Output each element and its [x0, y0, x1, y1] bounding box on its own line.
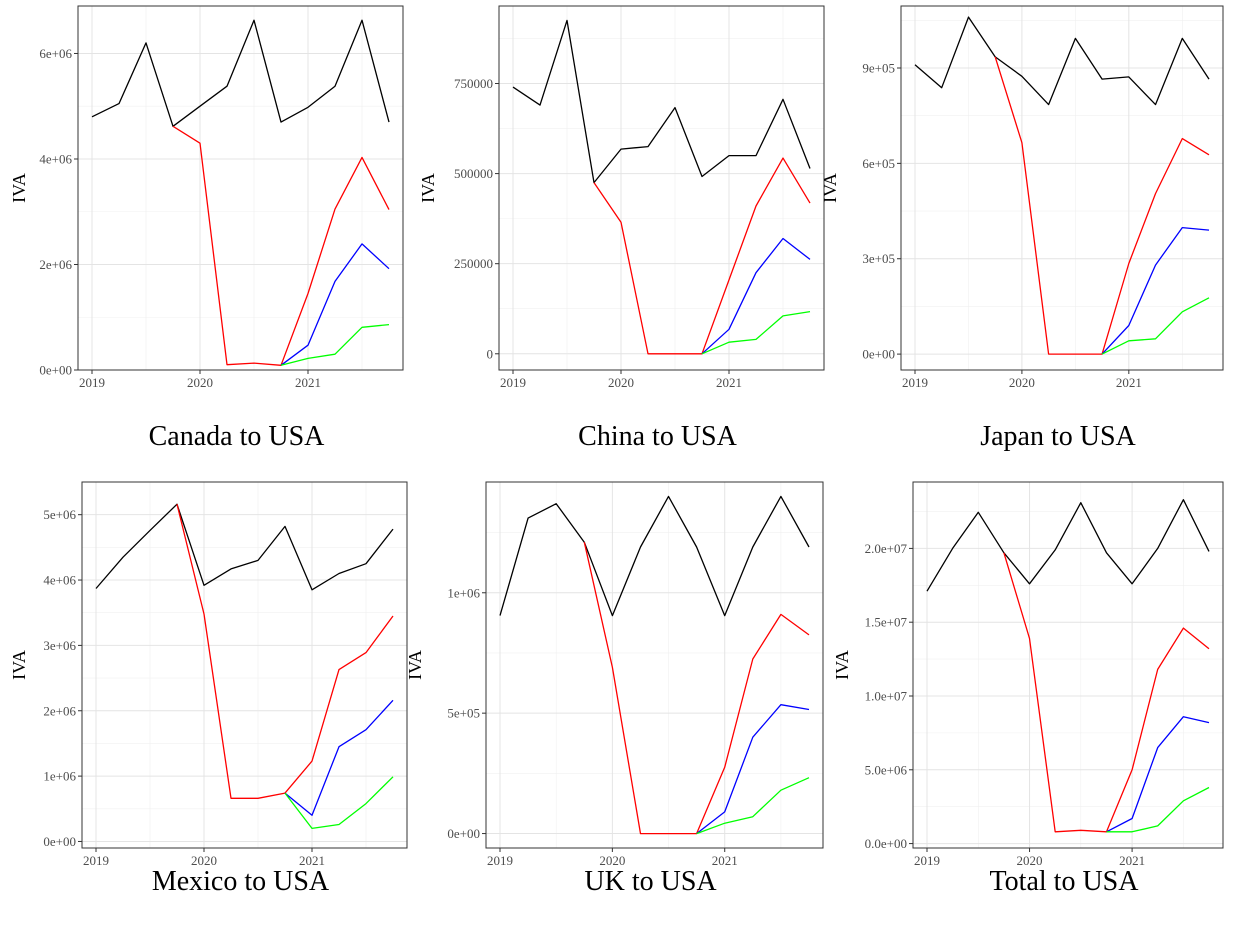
series-line	[701, 237, 811, 355]
plot-background	[913, 482, 1223, 848]
y-axis-title: IVA	[832, 650, 852, 680]
plot-background	[499, 6, 824, 370]
x-tick-label: 2020	[1009, 375, 1035, 390]
x-tick-label: 2019	[902, 375, 928, 390]
series-line	[696, 704, 810, 835]
y-tick-label: 1.5e+07	[865, 615, 908, 630]
series-line	[1101, 226, 1210, 355]
series-line	[926, 499, 1210, 592]
y-tick-label: 9e+05	[862, 60, 895, 75]
x-tick-label: 2020	[1017, 853, 1043, 868]
y-tick-label: 4e+06	[43, 573, 76, 588]
series-line	[95, 503, 394, 591]
x-tick-label: 2019	[914, 853, 940, 868]
x-tick-label: 2021	[1119, 853, 1145, 868]
y-tick-label: 500000	[454, 166, 493, 181]
y-tick-label: 6e+06	[39, 46, 72, 61]
chart-panel: 2019 2020 2021 0e+00 1e+06 2e+06 3e+06 4e+06 5e+…	[9, 481, 408, 897]
y-tick-label: 5.0e+06	[865, 762, 908, 777]
x-tick-label: 2019	[83, 853, 109, 868]
x-tick-label: 2021	[712, 853, 738, 868]
y-tick-label: 4e+06	[39, 151, 72, 166]
series-line	[91, 19, 390, 127]
chart-title: China to USA	[578, 421, 737, 452]
y-tick-label: 250000	[454, 256, 493, 271]
panel-border	[912, 481, 1224, 849]
x-tick-label: 2020	[187, 375, 213, 390]
y-tick-label: 3e+06	[43, 638, 76, 653]
y-axis-title: IVA	[418, 173, 438, 203]
y-tick-label: 1.0e+07	[865, 688, 908, 703]
panel-border	[498, 5, 825, 371]
x-tick-label: 2019	[487, 853, 513, 868]
series-line	[1106, 786, 1210, 833]
plot-background	[901, 6, 1223, 370]
x-tick-label: 2020	[608, 375, 634, 390]
chart-panel: 2019 2020 2021 0 250000 500000 750000 IVA China …	[418, 5, 825, 452]
y-tick-label: 1e+06	[43, 769, 76, 784]
y-tick-label: 2e+06	[43, 703, 76, 718]
y-tick-label: 0e+00	[862, 347, 895, 362]
y-tick-label: 5e+05	[447, 706, 480, 721]
chart-title: Total to USA	[990, 866, 1140, 897]
y-tick-label: 6e+05	[862, 156, 895, 171]
plot-background	[486, 482, 823, 848]
series-line	[284, 776, 394, 830]
y-tick-label: 3e+05	[862, 251, 895, 266]
chart-title: Mexico to USA	[152, 866, 330, 897]
series-line	[1106, 716, 1210, 833]
x-tick-label: 2021	[299, 853, 325, 868]
y-tick-label: 0e+00	[447, 826, 480, 841]
panel-border	[77, 5, 404, 371]
chart-title: Japan to USA	[980, 421, 1136, 452]
y-tick-label: 0.0e+00	[865, 836, 907, 851]
plot-background	[78, 6, 403, 370]
y-axis-title: IVA	[9, 173, 29, 203]
y-axis-title: IVA	[820, 173, 840, 203]
series-line	[696, 777, 810, 835]
y-tick-label: 750000	[454, 76, 493, 91]
y-tick-label: 0e+00	[39, 363, 72, 378]
chart-panel: 2019 2020 2021 0.0e+00 5.0e+06 1.0e+07 1.5e+07…	[832, 481, 1224, 897]
x-tick-label: 2019	[79, 375, 105, 390]
series-line	[701, 310, 811, 355]
x-tick-label: 2019	[500, 375, 526, 390]
x-tick-label: 2020	[599, 853, 625, 868]
y-tick-label: 2.0e+07	[865, 541, 908, 556]
y-axis-title: IVA	[405, 650, 425, 680]
y-axis-title: IVA	[9, 650, 29, 680]
chart-panel: 2019 2020 2021 0e+00 2e+06 4e+06 6e+06 IVA Canad…	[9, 5, 404, 452]
series-line	[499, 495, 810, 617]
panel-border	[81, 481, 408, 849]
y-tick-label: 5e+06	[43, 507, 76, 522]
series-line	[512, 19, 811, 184]
x-tick-label: 2021	[716, 375, 742, 390]
series-line	[1101, 297, 1210, 355]
panel-border	[485, 481, 824, 849]
chart-title: Canada to USA	[149, 421, 326, 452]
y-tick-label: 2e+06	[39, 257, 72, 272]
x-tick-label: 2021	[295, 375, 321, 390]
chart-panel: 2019 2020 2021 0e+00 5e+05 1e+06 IVA UK to USA	[405, 481, 824, 897]
y-tick-label: 1e+06	[447, 585, 480, 600]
series-line	[914, 16, 1210, 106]
series-line	[280, 323, 390, 366]
plot-background	[82, 482, 407, 848]
y-tick-label: 0e+00	[43, 834, 76, 849]
chart-panel: 2019 2020 2021 0e+00 3e+05 6e+05 9e+05 IVA Japan…	[820, 5, 1224, 452]
series-line	[284, 699, 394, 816]
panel-border	[900, 5, 1224, 371]
series-line	[280, 243, 390, 366]
chart-title: UK to USA	[584, 866, 717, 897]
x-tick-label: 2021	[1116, 375, 1142, 390]
y-tick-label: 0	[487, 346, 494, 361]
x-tick-label: 2020	[191, 853, 217, 868]
